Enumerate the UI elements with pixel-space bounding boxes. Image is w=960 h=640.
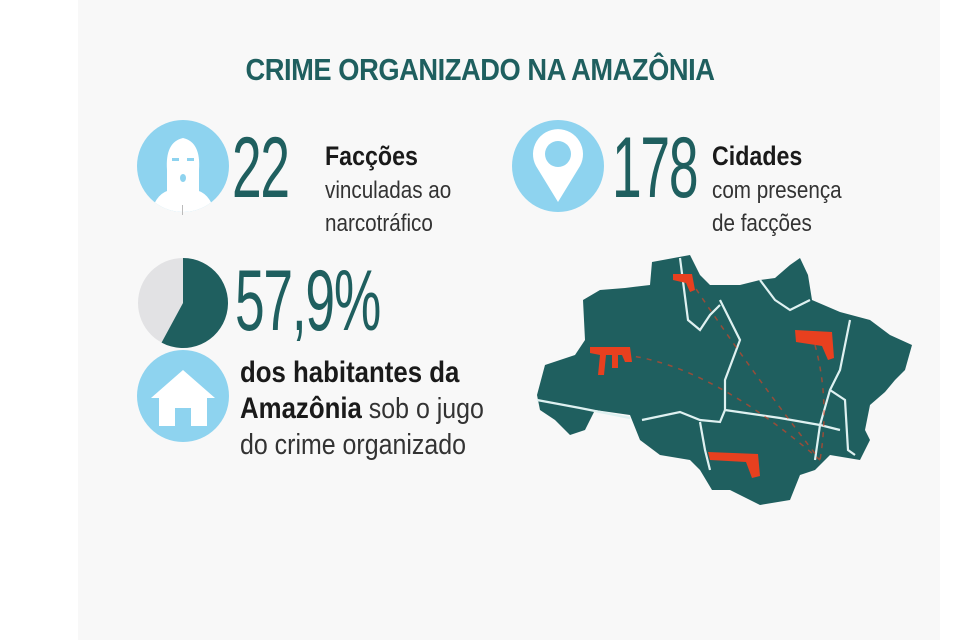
weapon-markers [590,274,834,478]
desc-rest2: sob o jugo [368,393,484,425]
cities-line2: de facções [712,210,812,237]
cities-title: Cidades [712,141,803,171]
masked-face-icon [137,120,229,212]
factions-line2: narcotráfico [325,210,433,237]
cities-line1: com presença [712,177,842,204]
population-description: dos habitantes da Amazônia sob o jugo do… [240,355,484,463]
desc-amazonia: Amazônia [240,392,362,425]
pistol-icon [673,274,695,292]
pistol-icon [795,330,834,360]
pistol-icon [708,452,760,478]
population-pie-chart [138,258,228,348]
factions-count: 22 [232,120,290,216]
icon-line [182,205,183,215]
cities-label: Cidades com presença de facções [712,140,842,240]
factions-line1: vinculadas ao [325,177,452,204]
house-icon [137,350,229,442]
desc-line1: dos habitantes da [240,356,460,389]
factions-label: Facções vinculadas ao narcotráfico [325,140,451,240]
amazon-map [536,255,912,505]
page-title: CRIME ORGANIZADO NA AMAZÔNIA [245,52,715,87]
location-pin-icon [512,120,604,212]
factions-title: Facções [325,141,418,171]
state-borders [536,257,856,471]
pie-share-slice [161,258,228,348]
cities-count: 178 [612,120,698,216]
desc-line3: do crime organizado [240,429,466,461]
population-percent: 57,9% [235,253,381,349]
connection-lines [624,279,825,461]
machine-gun-icon [590,347,632,375]
